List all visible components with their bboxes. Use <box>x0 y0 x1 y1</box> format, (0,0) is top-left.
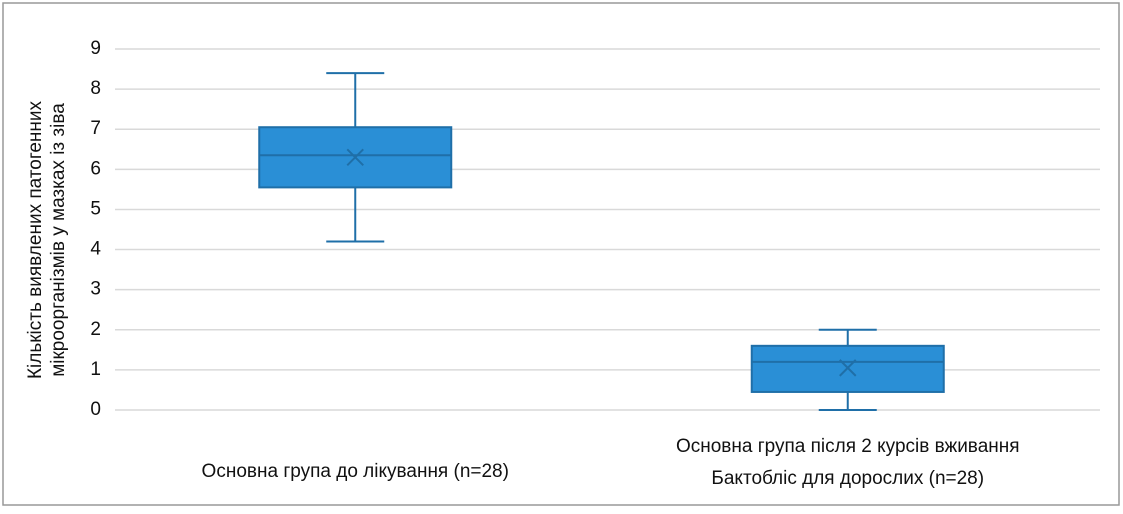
y-tick-label: 8 <box>90 78 101 99</box>
mean-marker <box>839 359 857 377</box>
y-tick-label: 4 <box>90 239 101 260</box>
x-tick-label: Основна група до лікування (n=28) <box>202 461 509 482</box>
y-tick-label: 1 <box>90 359 101 380</box>
y-tick-label: 2 <box>90 319 101 340</box>
y-tick-label: 3 <box>90 279 101 300</box>
y-tick-label: 9 <box>90 38 101 59</box>
y-tick-label: 6 <box>90 158 101 179</box>
y-axis-label: Кількість виявлених патогенних <box>25 100 46 379</box>
y-tick-label: 5 <box>90 198 101 219</box>
y-tick-label: 7 <box>90 118 101 139</box>
x-tick-label: Бактобліс для дорослих (n=28) <box>711 468 984 489</box>
frame <box>2 2 1120 506</box>
y-axis-label: мікроорганізмів у мазках із зіва <box>48 103 69 377</box>
x-tick-label: Основна група після 2 курсів вживання <box>676 436 1020 457</box>
y-tick-label: 0 <box>90 399 101 420</box>
mean-marker <box>346 148 364 167</box>
